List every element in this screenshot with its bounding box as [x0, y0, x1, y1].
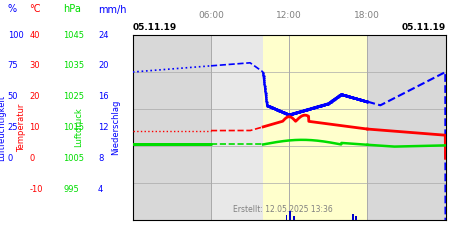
Text: %: % — [8, 4, 17, 15]
Text: 10: 10 — [29, 123, 40, 132]
Text: hPa: hPa — [63, 4, 81, 15]
Bar — [367, 35, 446, 220]
Text: Luftfeuchtigkeit: Luftfeuchtigkeit — [0, 94, 6, 160]
Text: 05.11.19: 05.11.19 — [133, 24, 177, 32]
Text: 1045: 1045 — [63, 30, 84, 40]
Text: 75: 75 — [8, 61, 18, 70]
Text: 25: 25 — [8, 123, 18, 132]
Bar — [263, 35, 367, 220]
Text: 1025: 1025 — [63, 92, 84, 101]
Text: 16: 16 — [98, 92, 109, 101]
Text: 100: 100 — [8, 30, 23, 40]
Text: 50: 50 — [8, 92, 18, 101]
Bar — [211, 35, 263, 220]
Text: Niederschlag: Niederschlag — [112, 100, 121, 155]
Text: 06:00: 06:00 — [198, 11, 224, 20]
Bar — [133, 35, 211, 220]
Text: 20: 20 — [98, 61, 108, 70]
Bar — [286, 215, 288, 220]
Text: 8: 8 — [98, 154, 104, 163]
Text: 20: 20 — [29, 92, 40, 101]
Text: 1015: 1015 — [63, 123, 84, 132]
Text: Erstellt: 12.05.2025 13:36: Erstellt: 12.05.2025 13:36 — [233, 206, 333, 214]
Bar — [352, 214, 354, 220]
Text: 40: 40 — [29, 30, 40, 40]
Text: 995: 995 — [63, 185, 79, 194]
Text: 0: 0 — [8, 154, 13, 163]
Bar — [355, 216, 356, 220]
Text: 30: 30 — [29, 61, 40, 70]
Text: °C: °C — [29, 4, 41, 15]
Text: 1035: 1035 — [63, 61, 84, 70]
Bar — [292, 216, 295, 220]
Text: 1005: 1005 — [63, 154, 84, 163]
Text: 24: 24 — [98, 30, 108, 40]
Text: Luftdruck: Luftdruck — [74, 108, 83, 147]
Text: 05.11.19: 05.11.19 — [401, 24, 446, 32]
Text: -10: -10 — [29, 185, 43, 194]
Text: 0: 0 — [29, 154, 35, 163]
Text: 4: 4 — [98, 185, 104, 194]
Text: Temperatur: Temperatur — [17, 103, 26, 152]
Text: 18:00: 18:00 — [354, 11, 380, 20]
Text: 12:00: 12:00 — [276, 11, 302, 20]
Bar — [289, 211, 292, 220]
Text: 12: 12 — [98, 123, 108, 132]
Text: mm/h: mm/h — [98, 4, 126, 15]
